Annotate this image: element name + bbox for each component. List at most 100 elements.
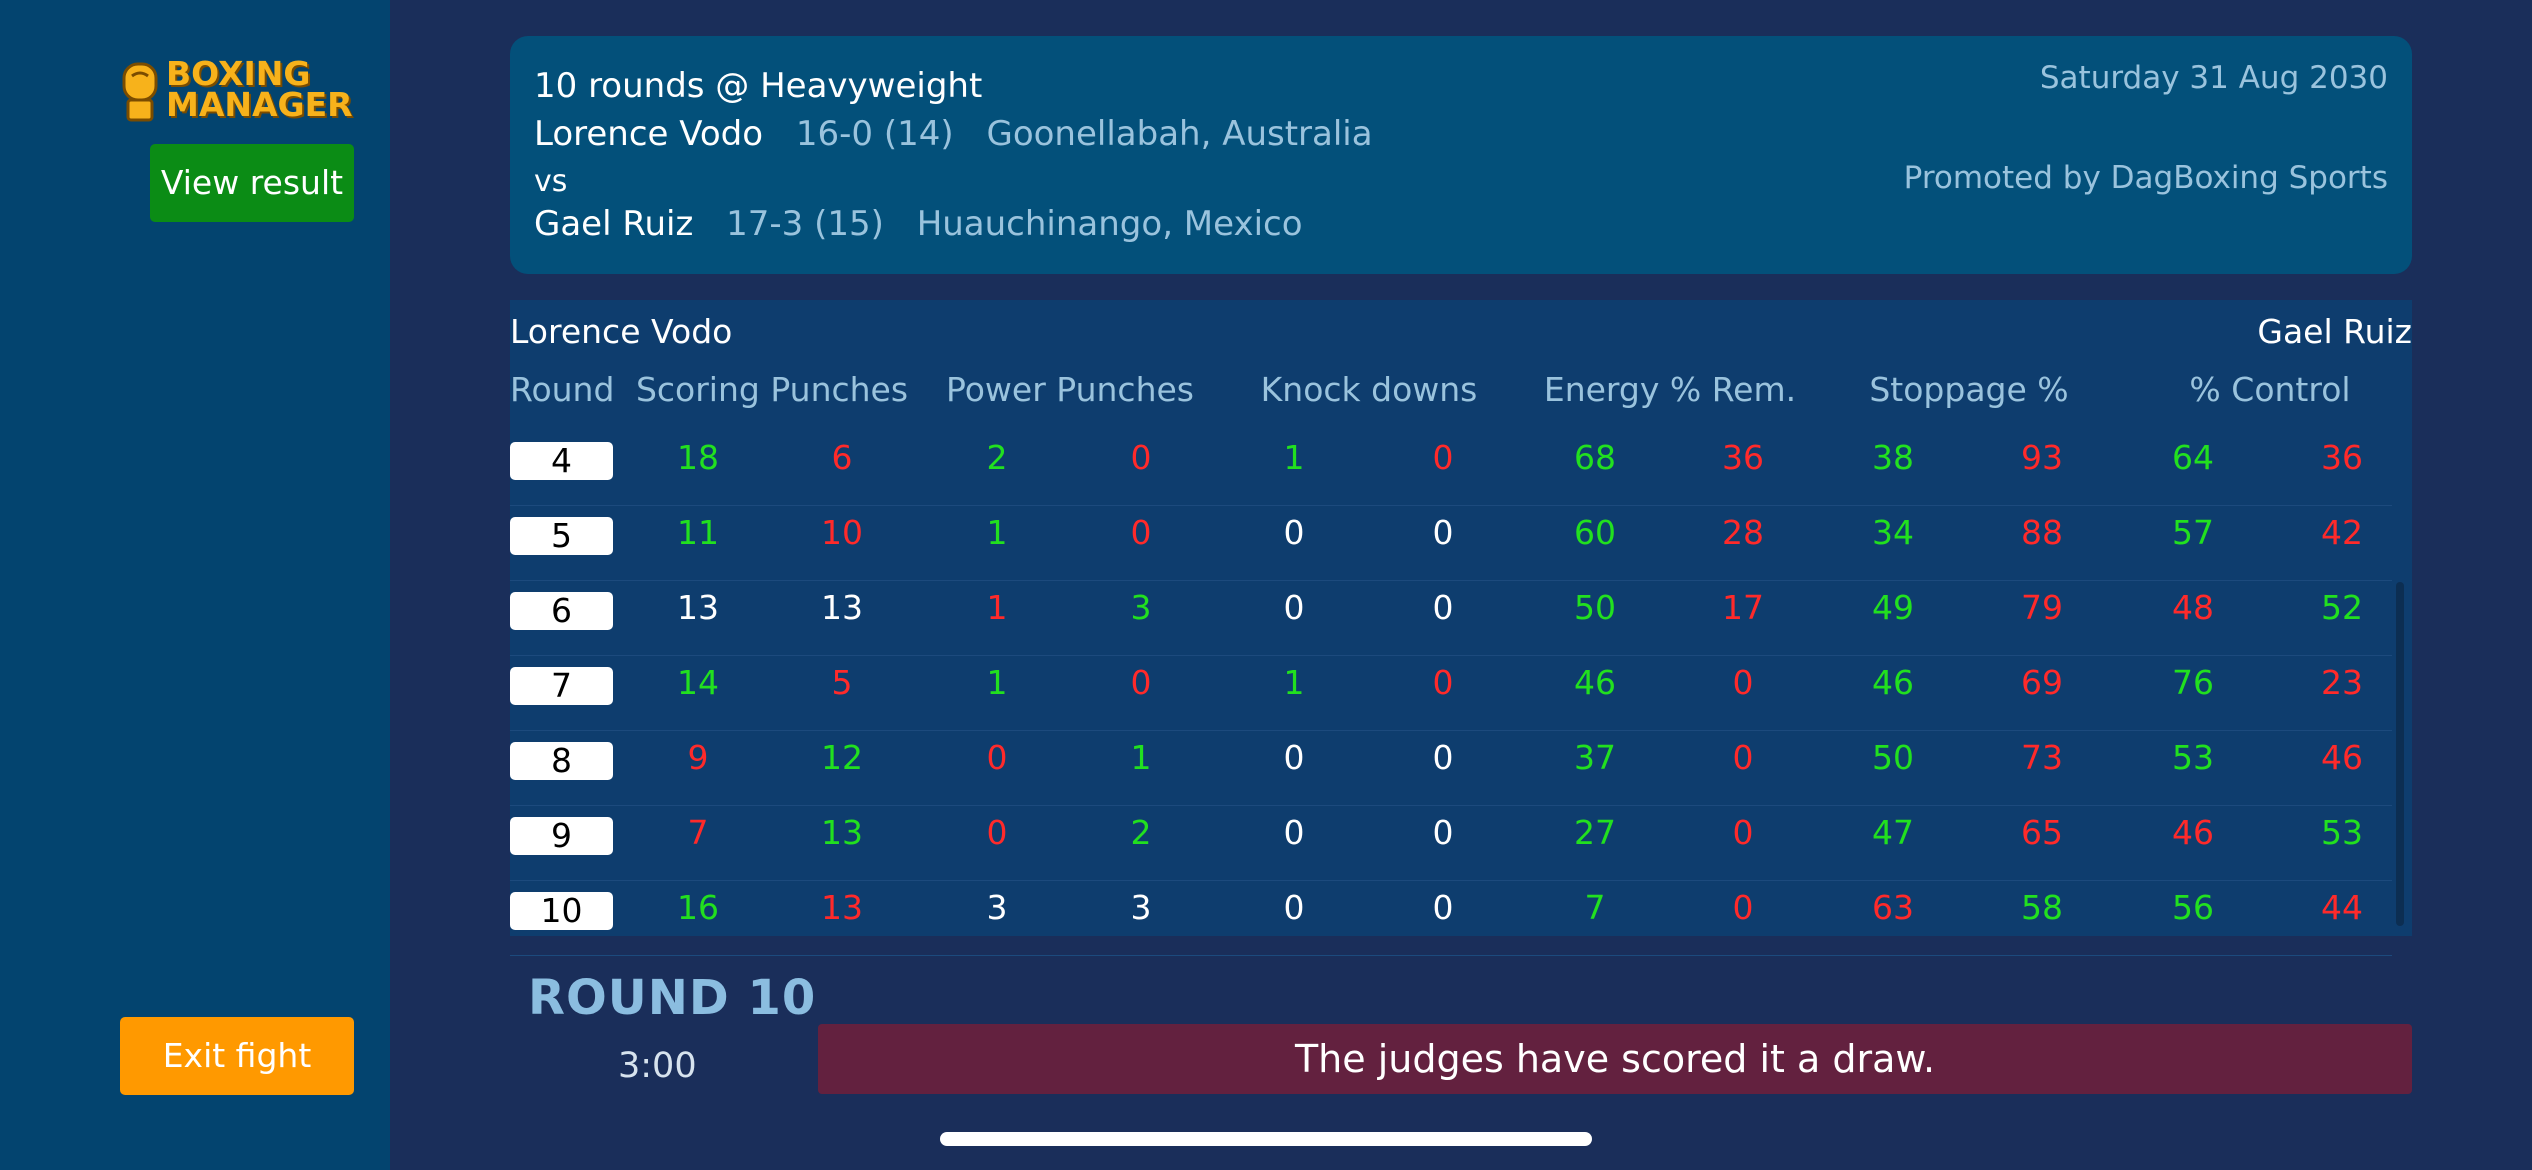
stat-cell: 88 <box>2021 513 2063 552</box>
stat-cell: 3 <box>1130 588 1152 627</box>
round-number-badge[interactable]: 5 <box>510 517 613 555</box>
stat-cell: 0 <box>1130 663 1152 702</box>
table-row[interactable]: 9 7 13 0 2 0 0 27 0 47 65 46 53 <box>510 805 2392 881</box>
stat-cell: 0 <box>1130 513 1152 552</box>
stat-cell: 0 <box>986 813 1008 852</box>
stat-cell: 64 <box>2172 438 2214 477</box>
fighter-b-record: 17-3 (15) <box>726 204 884 244</box>
table-row[interactable]: 5 11 10 1 0 0 0 60 28 34 88 57 42 <box>510 505 2392 581</box>
stat-cell: 1 <box>1283 663 1305 702</box>
stat-cell: 0 <box>1432 888 1454 927</box>
stat-cell: 3 <box>986 888 1008 927</box>
round-number-badge[interactable]: 7 <box>510 667 613 705</box>
round-number-badge[interactable]: 8 <box>510 742 613 780</box>
stat-cell: 49 <box>1872 588 1914 627</box>
stat-cell: 10 <box>821 513 863 552</box>
stat-cell: 46 <box>2321 738 2363 777</box>
stat-cell: 52 <box>2321 588 2363 627</box>
stat-cell: 0 <box>1432 588 1454 627</box>
fighter-a-info: Lorence Vodo 16-0 (14) Goonellabah, Aust… <box>534 114 1395 154</box>
stat-cell: 7 <box>687 813 709 852</box>
promoter-text: Promoted by DagBoxing Sports <box>1903 160 2388 196</box>
fighter-b-name: Gael Ruiz <box>534 204 694 244</box>
stat-cell: 0 <box>1283 813 1305 852</box>
round-number-badge[interactable]: 10 <box>510 892 613 930</box>
right-fighter-name: Gael Ruiz <box>2257 312 2412 351</box>
stat-cell: 16 <box>677 888 719 927</box>
stat-cell: 0 <box>1732 663 1754 702</box>
vs-label: vs <box>534 164 568 199</box>
stat-cell: 0 <box>1130 438 1152 477</box>
round-number-badge[interactable]: 6 <box>510 592 613 630</box>
view-result-button[interactable]: View result <box>150 144 354 222</box>
stat-cell: 50 <box>1872 738 1914 777</box>
boxing-manager-logo: BOXING MANAGER <box>120 54 356 124</box>
stat-cell: 0 <box>1432 663 1454 702</box>
fight-title: 10 rounds @ Heavyweight <box>534 66 983 106</box>
fighter-a-name: Lorence Vodo <box>534 114 764 154</box>
round-stats-table[interactable]: Lorence Vodo Gael Ruiz Round Scoring Punc… <box>510 300 2412 956</box>
round-number-badge[interactable]: 4 <box>510 442 613 480</box>
stat-cell: 17 <box>1722 588 1764 627</box>
stat-cell: 1 <box>1283 438 1305 477</box>
stat-cell: 44 <box>2321 888 2363 927</box>
column-header: Scoring Punches <box>635 370 909 409</box>
stat-cell: 14 <box>677 663 719 702</box>
result-banner: The judges have scored it a draw. <box>818 1024 2412 1094</box>
stat-cell: 46 <box>1574 663 1616 702</box>
stat-cell: 1 <box>986 588 1008 627</box>
table-row[interactable]: 6 13 13 1 3 0 0 50 17 49 79 48 52 <box>510 580 2392 656</box>
stat-cell: 73 <box>2021 738 2063 777</box>
stat-cell: 6 <box>831 438 853 477</box>
stat-cell: 36 <box>2321 438 2363 477</box>
logo-text: BOXING MANAGER <box>166 54 353 124</box>
stat-cell: 13 <box>821 588 863 627</box>
column-header: Knock downs <box>1260 370 1478 409</box>
scrollbar[interactable] <box>2396 582 2404 926</box>
stat-cell: 36 <box>1722 438 1764 477</box>
stat-cell: 46 <box>1872 663 1914 702</box>
stat-cell: 53 <box>2172 738 2214 777</box>
stat-cell: 58 <box>2021 888 2063 927</box>
stat-cell: 0 <box>1732 813 1754 852</box>
stat-cell: 68 <box>1574 438 1616 477</box>
stat-cell: 23 <box>2321 663 2363 702</box>
stat-cell: 38 <box>1872 438 1914 477</box>
stat-cell: 0 <box>1732 888 1754 927</box>
table-row[interactable]: 4 18 6 2 0 1 0 68 36 38 93 64 36 <box>510 430 2392 506</box>
home-indicator[interactable] <box>940 1132 1592 1146</box>
fighter-b-info: Gael Ruiz 17-3 (15) Huauchinango, Mexico <box>534 204 1325 244</box>
stat-cell: 27 <box>1574 813 1616 852</box>
stat-cell: 56 <box>2172 888 2214 927</box>
left-fighter-name: Lorence Vodo <box>510 312 733 351</box>
stat-cell: 0 <box>986 738 1008 777</box>
stat-cell: 53 <box>2321 813 2363 852</box>
stat-cell: 2 <box>1130 813 1152 852</box>
stat-cell: 50 <box>1574 588 1616 627</box>
table-row[interactable]: 8 9 12 0 1 0 0 37 0 50 73 53 46 <box>510 730 2392 806</box>
stat-cell: 13 <box>677 588 719 627</box>
stat-cell: 5 <box>831 663 853 702</box>
table-row[interactable]: 7 14 5 1 0 1 0 46 0 46 69 76 23 <box>510 655 2392 731</box>
stat-cell: 13 <box>821 888 863 927</box>
sidebar: BOXING MANAGER View result Exit fight <box>0 0 390 1170</box>
stat-cell: 42 <box>2321 513 2363 552</box>
round-clock: 3:00 <box>618 1046 697 1086</box>
stat-cell: 60 <box>1574 513 1616 552</box>
stat-cell: 12 <box>821 738 863 777</box>
column-header: Power Punches <box>946 370 1194 409</box>
round-number-badge[interactable]: 9 <box>510 817 613 855</box>
boxing-glove-icon <box>122 62 158 122</box>
fighter-a-record: 16-0 (14) <box>795 114 954 154</box>
stat-cell: 57 <box>2172 513 2214 552</box>
stat-cell: 69 <box>2021 663 2063 702</box>
exit-fight-button[interactable]: Exit fight <box>120 1017 354 1095</box>
table-row[interactable]: 10 16 13 3 3 0 0 7 0 63 58 56 44 <box>510 880 2392 956</box>
stat-cell: 48 <box>2172 588 2214 627</box>
stat-cell: 0 <box>1432 438 1454 477</box>
fight-date: Saturday 31 Aug 2030 <box>2039 60 2388 96</box>
stat-cell: 7 <box>1584 888 1606 927</box>
stat-cell: 34 <box>1872 513 1914 552</box>
column-header: % Control <box>2189 370 2351 409</box>
stat-cell: 28 <box>1722 513 1764 552</box>
